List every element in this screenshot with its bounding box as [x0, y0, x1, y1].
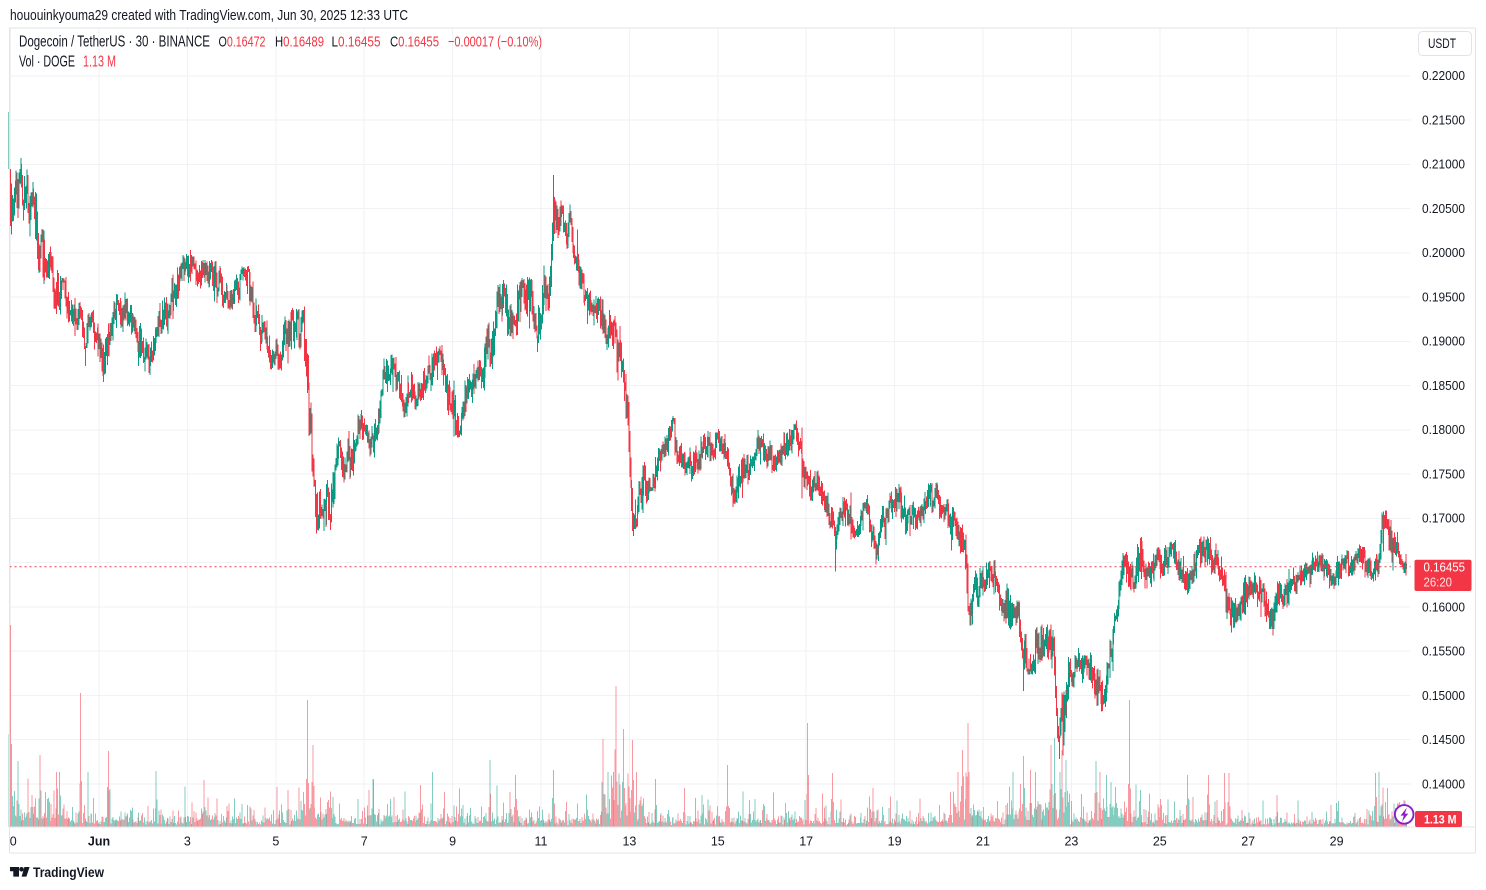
- svg-text:0.17500: 0.17500: [1422, 468, 1465, 482]
- svg-text:0.14000: 0.14000: [1422, 777, 1465, 791]
- svg-text:13: 13: [622, 835, 636, 849]
- svg-text:0.15000: 0.15000: [1422, 689, 1465, 703]
- svg-text:0.16455: 0.16455: [1424, 561, 1466, 575]
- svg-text:0.21500: 0.21500: [1422, 113, 1465, 127]
- svg-text:0.22000: 0.22000: [1422, 69, 1465, 83]
- svg-text:0: 0: [10, 835, 17, 849]
- svg-text:11: 11: [535, 835, 548, 849]
- svg-text:23: 23: [1064, 835, 1078, 849]
- svg-text:5: 5: [272, 835, 279, 849]
- svg-text:1.13 M: 1.13 M: [1424, 813, 1457, 827]
- svg-text:Jun: Jun: [88, 835, 110, 849]
- svg-text:9: 9: [449, 835, 456, 849]
- svg-text:0.14500: 0.14500: [1422, 733, 1465, 747]
- svg-text:17: 17: [799, 835, 813, 849]
- svg-text:0.18000: 0.18000: [1422, 423, 1465, 437]
- svg-text:Dogecoin / TetherUS · 30 · BIN: Dogecoin / TetherUS · 30 · BINANCE: [19, 34, 210, 51]
- svg-text:H0.16489: H0.16489: [275, 34, 324, 51]
- svg-text:C0.16455: C0.16455: [390, 34, 439, 51]
- svg-text:26:20: 26:20: [1424, 576, 1453, 590]
- svg-text:0.21000: 0.21000: [1422, 158, 1465, 172]
- svg-text:3: 3: [184, 835, 191, 849]
- svg-text:L0.16455: L0.16455: [332, 34, 381, 51]
- svg-text:USDT: USDT: [1428, 36, 1456, 51]
- svg-text:O0.16472: O0.16472: [219, 34, 266, 51]
- svg-text:0.19000: 0.19000: [1422, 335, 1465, 349]
- svg-text:0.20000: 0.20000: [1422, 246, 1465, 260]
- svg-text:1.13 M: 1.13 M: [83, 53, 116, 70]
- svg-text:29: 29: [1330, 835, 1344, 849]
- svg-text:−0.00017 (−0.10%): −0.00017 (−0.10%): [448, 34, 542, 51]
- svg-text:Vol · DOGE: Vol · DOGE: [19, 53, 75, 70]
- svg-text:0.16000: 0.16000: [1422, 600, 1465, 614]
- svg-text:hououinkyouma29 created with T: hououinkyouma29 created with TradingView…: [10, 7, 408, 24]
- svg-text:TradingView: TradingView: [33, 865, 104, 880]
- svg-text:27: 27: [1241, 835, 1255, 849]
- svg-text:19: 19: [888, 835, 902, 849]
- svg-text:0.18500: 0.18500: [1422, 379, 1465, 393]
- svg-text:0.19500: 0.19500: [1422, 290, 1465, 304]
- svg-text:21: 21: [976, 835, 990, 849]
- svg-text:7: 7: [361, 835, 368, 849]
- svg-text:15: 15: [711, 835, 725, 849]
- svg-text:25: 25: [1153, 835, 1167, 849]
- svg-text:0.15500: 0.15500: [1422, 645, 1465, 659]
- svg-text:0.17000: 0.17000: [1422, 512, 1465, 526]
- svg-text:0.20500: 0.20500: [1422, 202, 1465, 216]
